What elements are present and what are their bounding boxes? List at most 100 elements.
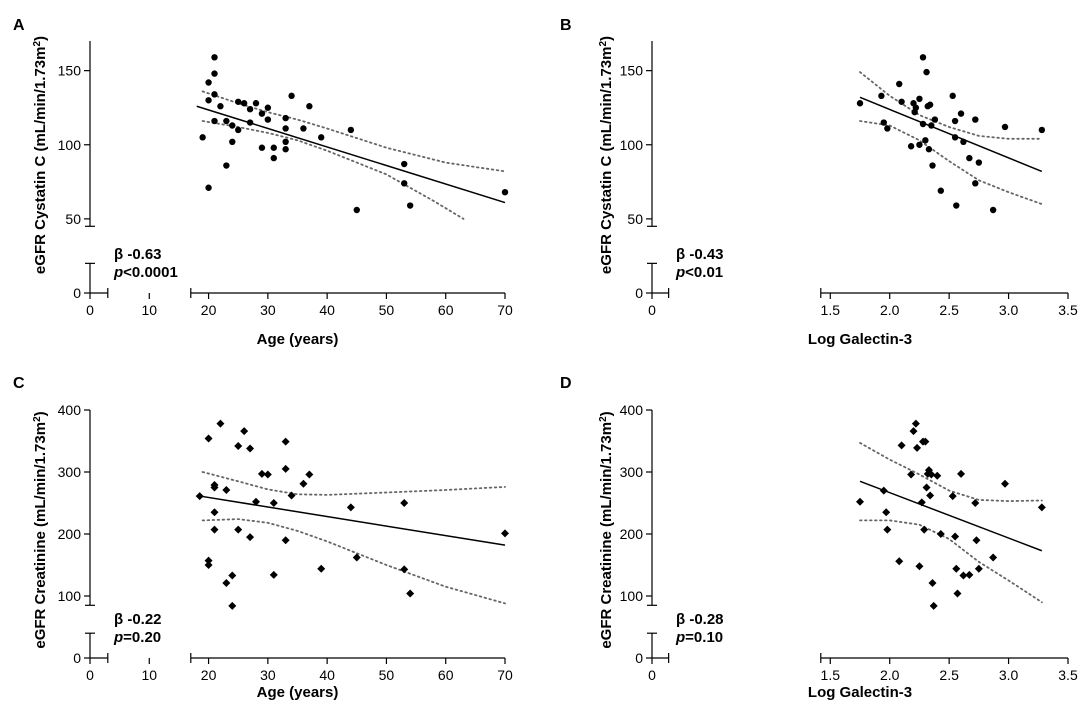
data-point [400,499,409,507]
data-point [228,571,237,580]
data-point [922,483,931,492]
data-point [204,561,213,569]
data-point [927,470,936,479]
data-point [880,119,887,126]
x-tick-label: 1.5 [821,667,841,683]
data-point [856,497,864,506]
data-point [913,443,922,452]
data-point [959,571,968,580]
data-point [305,470,314,479]
data-point [972,180,979,187]
data-point [920,525,929,534]
data-point [972,536,981,545]
panel-letter: D [560,375,572,392]
data-point [229,138,236,145]
data-point [306,103,313,110]
data-point [926,491,935,500]
panel-a: A 0 50 100 150 0 10 20 30 40 50 60 70 Age (years) eGFR… [13,17,513,348]
data-point [907,143,915,150]
data-point [216,419,225,428]
data-point [264,104,272,111]
data-point [281,536,290,545]
beta-label: β -0.22 [114,611,162,628]
x-tick-label: 1.5 [821,302,841,318]
x-tick-label: 3.0 [999,302,1019,318]
data-point [282,138,289,145]
data-point [281,464,290,473]
data-point [346,503,355,512]
panel-letter: A [13,17,25,34]
data-point [222,485,231,494]
x-tick-label: 3.0 [999,667,1019,683]
data-point [989,553,998,562]
p-value-label: p=0.20 [113,629,161,646]
x-tick-label: 20 [201,667,217,683]
data-point [922,137,929,144]
data-point [205,97,212,104]
data-point [235,126,242,134]
data-point [352,553,361,562]
x-tick-label: 2.5 [939,667,959,683]
y-tick-label: 0 [635,285,643,301]
data-point [223,162,230,169]
y-tick-label: 100 [620,137,644,153]
data-point [229,122,236,129]
data-point [951,532,960,541]
x-tick-label: 0 [86,302,94,318]
regression-line [859,480,1043,552]
data-point [966,154,973,162]
data-point [501,189,509,196]
data-point [912,104,920,111]
data-point [974,564,983,573]
data-point [270,144,277,151]
data-point [883,525,892,534]
x-axis-label: Age (years) [257,331,339,348]
data-point [884,125,891,132]
panel-letter: C [13,375,25,392]
p-value-label: p<0.0001 [113,264,178,281]
regression-line [859,96,1043,173]
x-tick-label: 0 [648,302,656,318]
data-point [897,441,906,450]
data-point [501,529,509,538]
x-tick-label: 2.5 [939,302,959,318]
ci-lower-curve [201,120,465,220]
beta-label: β -0.63 [114,246,162,263]
data-point [895,557,904,566]
data-point [936,530,945,538]
data-point [282,146,289,153]
y-axis-label: eGFR Cystatin C (mL/min/1.73m2) [598,36,616,274]
data-point [929,601,938,610]
panel-b: B 0 50 100 150 0 1.5 2.0 2.5 3.0 3.5 Log Galectin-3… [560,17,1078,348]
x-tick-label: 70 [497,302,513,318]
regression-line [196,105,506,204]
data-point [270,154,277,162]
data-point [210,525,219,534]
data-point [234,441,243,450]
y-tick-label: 300 [620,464,644,480]
data-point [211,117,218,125]
y-tick-label: 100 [58,588,82,604]
ci-upper-curve [859,71,1043,140]
data-point [951,134,959,141]
x-tick-label: 20 [201,302,217,318]
y-tick-label: 50 [65,211,81,227]
data-point [401,160,408,168]
y-tick-label: 200 [620,526,644,542]
data-point [264,116,272,123]
p-value-label: p<0.01 [675,264,723,281]
x-tick-label: 0 [86,667,94,683]
data-point [972,116,979,123]
x-tick-label: 30 [260,302,276,318]
data-point [282,125,289,132]
data-point [204,434,213,443]
beta-label: β -0.28 [676,611,724,628]
data-point [317,564,326,573]
y-tick-label: 50 [627,211,643,227]
data-point [917,498,926,507]
data-point [199,134,206,141]
data-point [965,570,974,579]
x-tick-label: 0 [648,667,656,683]
data-point [406,589,415,598]
data-point [257,469,266,478]
